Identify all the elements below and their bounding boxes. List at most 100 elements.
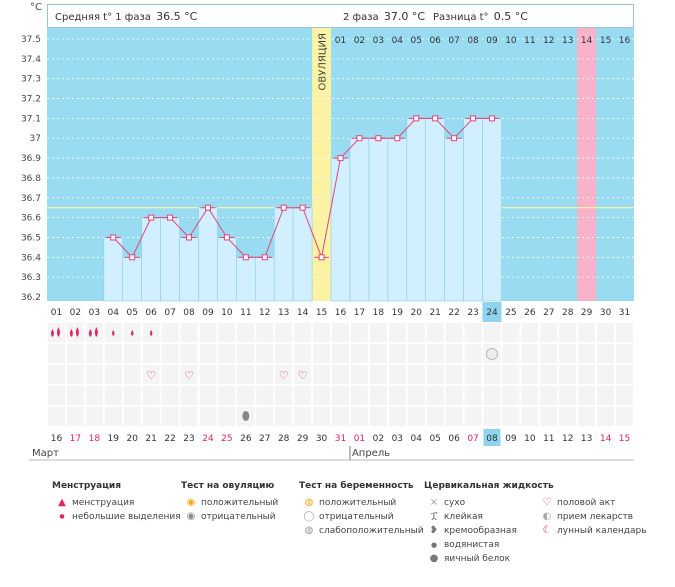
symptom-cell [596,364,616,385]
symptom-cell [558,385,578,406]
symptom-cell [47,406,66,427]
header-bar [47,4,634,28]
symptom-cell [312,343,332,364]
symptom-cell [331,322,350,343]
y-tick-label: 37.5 [21,35,41,45]
symptom-cell [425,385,445,406]
y-tick-label: 36.8 [21,174,41,184]
intercourse-mark: ♡ [298,369,308,382]
symptom-cell [198,364,218,385]
post-ovulation-day-number: 03 [373,36,384,46]
post-ovulation-day-number: 08 [467,36,479,46]
symptom-cell [84,343,104,364]
symptom-cell [387,322,407,343]
cycle-day-label: 06 [145,308,157,318]
ovulation-positive-icon: ◉ [186,497,196,508]
symptom-cell [141,364,161,385]
phase2-summary: 2 фаза 37.0 °C [343,10,425,23]
temperature-point [223,234,230,241]
symptom-cell [387,406,407,427]
symptom-cell [406,385,426,406]
calendar-date-label: 17 [70,434,81,444]
month-label: Апрель [352,448,390,459]
symptom-cell [312,406,332,427]
legend-item: слабоположительный [319,526,424,536]
ovulation-negative-icon: ◉ [186,511,196,522]
legend-item: кремообразная [444,526,517,536]
calendar-date-label: 04 [411,434,423,444]
symptom-cell [236,385,256,406]
phase2-value: 37.0 °C [383,10,426,23]
symptom-cell [482,385,502,406]
phase2-label: 2 фаза [343,12,379,23]
symptom-cell [596,343,616,364]
temperature-point [432,115,439,122]
symptom-cell [406,406,426,427]
symptom-cell [406,343,426,364]
phase1-value: 36.5 °C [156,10,198,23]
y-tick-label: 37.3 [21,75,41,85]
legend-item: положительный [319,498,397,508]
symptom-cell [312,364,332,385]
difference-value: 0.5 °C [493,10,528,23]
symptom-cell [368,322,388,343]
temperature-bar [122,257,142,302]
symptom-cell [444,406,464,427]
symptom-cell [463,322,483,343]
temperature-bar [368,137,389,302]
symptom-cell [368,385,388,406]
symptom-cell [349,343,369,364]
legend-item: небольшие выделения [72,512,181,522]
symptom-cell [141,406,161,427]
temperature-point [186,234,193,241]
cycle-day-label: 17 [354,308,365,318]
calendar-date-label: 14 [600,434,612,444]
post-ovulation-day-number: 04 [392,36,404,46]
symptom-cell [160,364,180,385]
y-tick-label: 37.1 [21,114,41,124]
temperature-bar [179,237,199,302]
symptom-cell [539,406,559,427]
calendar-date-label: 24 [202,434,214,444]
light-spotting-icon: ● [59,513,65,520]
temperature-bar [160,217,180,302]
symptom-cell [103,343,123,364]
temperature-point [394,135,401,142]
legend-item: менструация [72,498,135,508]
symptom-cell [160,406,180,427]
post-ovulation-day-number: 16 [619,36,631,46]
symptom-cell [331,385,350,406]
phase1-summary: Средняя t° 1 фаза 36.5 °C [55,10,197,23]
symptom-cell [539,343,559,364]
post-ovulation-day-number: 07 [448,36,459,46]
symptom-cell [141,343,161,364]
symptom-cell [274,406,294,427]
cycle-day-label: 24 [486,308,498,318]
intercourse-mark: ♡ [146,369,156,382]
cycle-day-label: 22 [448,308,459,318]
symptom-cell [312,322,332,343]
cycle-day-label: 27 [543,308,554,318]
cycle-day-label: 01 [51,308,62,318]
symptom-cell [558,364,578,385]
highlighted-day-column [577,28,597,301]
temperature-bar [406,118,427,302]
symptom-cell [255,364,275,385]
creamy-icon: ❥ [429,525,439,536]
temperature-bar [198,207,218,302]
legend-item: положительный [201,498,279,508]
post-ovulation-day-number: 02 [354,36,365,46]
ovulation-label: ОВУЛЯЦИЯ [318,33,329,91]
symptom-cell [236,322,256,343]
y-tick-label: 36.4 [21,253,41,263]
symptom-cell [558,406,578,427]
post-ovulation-day-number: 12 [543,36,554,46]
symptom-cell [293,385,313,406]
symptom-cell [501,343,521,364]
symptom-cell [501,385,521,406]
post-ovulation-day-number: 06 [429,36,441,46]
legend-other: ♡ половой акт ◐ прием лекарств ☾ лунный кал… [537,481,647,538]
cycle-day-label: 09 [202,308,214,318]
temperature-point [413,115,420,122]
cycle-day-label: 08 [183,308,195,318]
